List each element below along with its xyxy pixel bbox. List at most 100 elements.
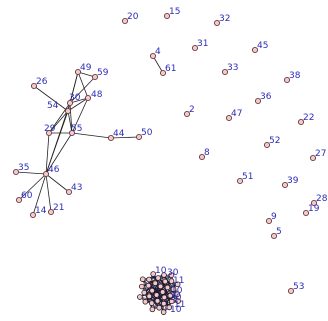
cluster-node[interactable] [168,272,175,278]
cluster-node[interactable] [157,283,164,290]
node-29[interactable] [45,129,53,137]
node-32[interactable] [213,19,221,27]
node-label-39: 39 [287,176,299,186]
node-5[interactable] [270,232,278,240]
cluster-node[interactable] [152,280,159,287]
node-label-4: 4 [155,47,161,57]
node-label-61: 61 [165,64,176,74]
cluster-node[interactable] [174,291,181,298]
cluster-node[interactable] [142,298,149,305]
node-15[interactable] [163,12,171,20]
cluster-node[interactable] [159,289,166,295]
node-54[interactable] [64,107,72,115]
edge-55-44 [71,132,112,139]
node-19[interactable] [302,209,310,217]
node-label-44: 44 [113,129,125,139]
node-59[interactable] [91,73,99,81]
cluster-node[interactable] [170,286,177,292]
node-4[interactable] [149,52,157,60]
node-50[interactable] [135,133,143,141]
node-20[interactable] [121,17,129,25]
node-46[interactable] [42,170,50,178]
edge-46-43 [45,173,70,193]
node-label-47: 47 [231,109,242,119]
node-51[interactable] [236,177,244,185]
node-label-5: 5 [276,227,282,237]
node-49[interactable] [74,68,82,76]
cluster-node[interactable] [168,298,175,305]
cluster-node[interactable] [149,287,155,294]
node-43[interactable] [65,188,73,196]
node-30[interactable] [66,99,74,107]
node-61[interactable] [159,69,167,77]
cluster-node[interactable] [161,294,168,301]
cluster-node[interactable] [155,275,161,281]
node-14[interactable] [29,211,37,219]
node-36[interactable] [254,97,262,105]
cluster-node[interactable] [166,304,173,311]
node-28[interactable] [310,199,318,207]
cluster-node[interactable] [168,278,175,284]
cluster-node[interactable] [141,289,148,296]
cluster-label: 10 [171,286,183,296]
cluster-node[interactable] [149,306,156,313]
cluster-node[interactable] [153,292,160,298]
node-55[interactable] [68,129,76,137]
node-47[interactable] [225,114,233,122]
node-33[interactable] [221,68,229,76]
cluster-label: 11 [174,300,185,310]
cluster-node[interactable] [154,298,161,304]
node-60[interactable] [15,196,23,204]
cluster-node[interactable] [137,294,143,300]
edge-29-46 [45,132,50,175]
node-label-52: 52 [269,136,280,146]
node-label-2: 2 [189,105,195,115]
cluster-node[interactable] [175,298,181,304]
node-44[interactable] [107,134,115,142]
node-8[interactable] [198,153,206,161]
node-31[interactable] [191,44,199,52]
cluster-node[interactable] [146,293,153,300]
cluster-node[interactable] [164,284,171,291]
cluster-node[interactable] [161,300,167,307]
edge-48-54 [67,97,89,112]
node-label-21: 21 [53,203,64,213]
node-9[interactable] [265,217,273,225]
node-38[interactable] [283,76,291,84]
cluster-node[interactable] [150,271,156,277]
node-48[interactable] [84,94,92,102]
cluster-node[interactable] [160,309,167,315]
node-21[interactable] [47,208,55,216]
node-label-9: 9 [271,212,277,222]
node-label-29: 29 [44,124,56,134]
cluster-node[interactable] [148,300,155,306]
node-2[interactable] [183,110,191,118]
node-label-20: 20 [127,12,139,22]
cluster-node[interactable] [162,278,168,285]
node-45[interactable] [251,46,259,54]
cluster-node[interactable] [174,281,181,288]
node-label-46: 46 [48,165,60,175]
node-22[interactable] [297,118,305,126]
node-52[interactable] [263,141,271,149]
edge-46-60 [18,173,47,201]
cluster-node[interactable] [146,276,152,283]
edge-49-48 [77,71,89,99]
node-26[interactable] [30,82,38,90]
node-39[interactable] [281,181,289,189]
node-27[interactable] [309,154,317,162]
cluster-node[interactable] [139,276,146,283]
cluster-node[interactable] [167,292,174,299]
node-label-15: 15 [169,7,180,17]
cluster-node[interactable] [156,305,163,311]
node-35[interactable] [12,168,20,176]
cluster-node[interactable] [161,272,167,278]
cluster-edge [139,283,178,298]
cluster-node[interactable] [145,282,152,289]
cluster-node[interactable] [139,283,145,290]
node-53[interactable] [287,287,295,295]
node-label-26: 26 [36,77,48,87]
node-label-30: 30 [69,93,81,103]
edge-46-21 [45,173,52,213]
